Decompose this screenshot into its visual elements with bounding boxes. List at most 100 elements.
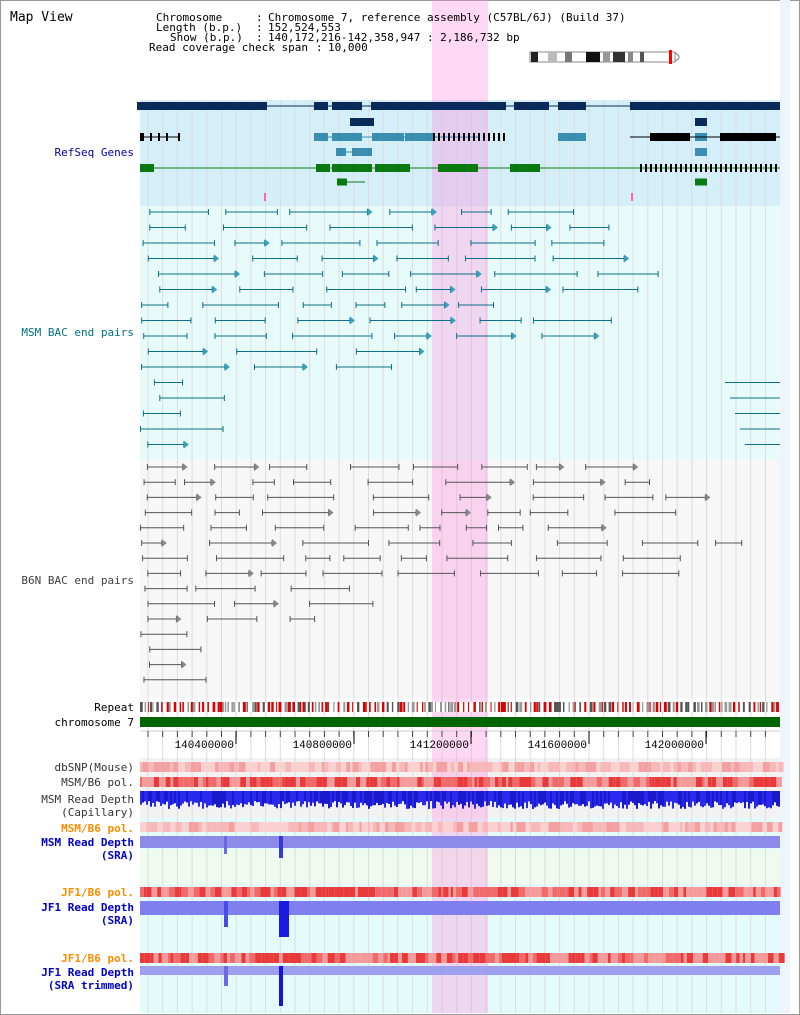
dbsnp-density <box>544 762 549 772</box>
jf1-b6-pol-density <box>650 887 655 897</box>
msm-b6-pol-density <box>140 777 143 787</box>
msm-capillary-depth-bar <box>452 791 454 806</box>
msm-capillary-depth-bar <box>140 791 142 805</box>
msm-b6-pol-density <box>153 777 160 787</box>
msm-b6-pol-density <box>334 777 338 787</box>
msm-capillary-depth-bar <box>490 791 492 802</box>
dbsnp-density <box>776 762 779 772</box>
msm-b6-pol-density <box>347 777 351 787</box>
msm-b6-pol-density <box>377 777 381 787</box>
msm-b6-pol-sra-density <box>512 822 517 832</box>
jf1-b6-pol-trimmed-density <box>592 953 598 963</box>
msm-b6-pol-sra-density <box>431 822 438 832</box>
repeat-element <box>554 702 558 712</box>
msm-capillary-depth-bar <box>456 791 458 802</box>
msm-b6-pol-sra-density <box>572 822 578 832</box>
repeat-element <box>724 702 728 712</box>
msm-capillary-depth-bar <box>498 791 500 806</box>
msm-bac-label[interactable]: MSM BAC end pairs <box>21 326 134 339</box>
b6n-bac-label[interactable]: B6N BAC end pairs <box>21 574 134 587</box>
msm-b6-pol-sra-density <box>525 822 531 832</box>
msm-b6-pol-density <box>412 777 418 787</box>
jf1-b6-pol-density <box>646 887 651 897</box>
repeat-element <box>292 702 296 712</box>
msm-b6-pol-sra-density <box>333 822 340 832</box>
msm-capillary-depth-bar <box>150 791 152 807</box>
msm-capillary-depth-bar <box>304 791 306 802</box>
msm-capillary-depth-bar <box>202 791 204 809</box>
gene-exon <box>760 164 762 172</box>
msm-capillary-depth-bar <box>610 791 612 803</box>
gene-exon <box>690 164 692 172</box>
repeat-element <box>227 702 230 712</box>
jf1-b6-pol-density <box>683 887 687 897</box>
jf1-b6-pol-density <box>422 887 429 897</box>
msm-b6-pol-density <box>441 777 444 787</box>
msm-capillary-depth-bar <box>652 791 654 804</box>
msm-b6-pol-sra-density <box>388 822 395 832</box>
msm-capillary-depth-bar <box>684 791 686 809</box>
jf1-read-depth-trimmed-label[interactable]: JF1 Read Depth <box>41 966 134 979</box>
gene-exon <box>695 118 707 126</box>
repeat-label: Repeat <box>94 701 134 714</box>
msm-capillary-depth-bar <box>328 791 330 809</box>
msm-b6-pol-sra-density <box>384 822 389 832</box>
jf1-b6-pol-trimmed-density <box>161 953 168 963</box>
msm-capillary-depth-bar <box>726 791 728 804</box>
dbsnp-density <box>443 762 448 772</box>
msm-capillary-depth-bar <box>284 791 286 805</box>
refseq-genes-label[interactable]: RefSeq Genes <box>54 146 134 159</box>
jf1-b6-pol-density <box>735 887 740 897</box>
jf1-b6-pol-density <box>600 887 606 897</box>
msm-b6-pol-label[interactable]: MSM/B6 pol. <box>61 776 134 789</box>
gene-exon <box>695 148 707 156</box>
msm-read-depth-capillary-label[interactable]: MSM Read Depth <box>41 793 134 806</box>
msm-b6-pol-density <box>289 777 296 787</box>
jf1-b6-pol-trimmed-density <box>621 953 626 963</box>
msm-capillary-depth-bar <box>244 791 246 805</box>
msm-capillary-depth-bar <box>580 791 582 806</box>
repeat-element <box>556 702 559 712</box>
msm-capillary-depth-bar <box>296 791 298 802</box>
msm-b6-pol-sra-label[interactable]: MSM/B6 pol. <box>61 822 134 835</box>
msm-bac-arrow <box>183 440 189 449</box>
dbsnp-density <box>726 762 732 772</box>
msm-b6-pol-sra-density <box>165 822 170 832</box>
msm-b6-pol-density <box>582 777 587 787</box>
msm-capillary-depth-bar <box>468 791 470 808</box>
repeat-element <box>776 702 779 712</box>
msm-capillary-depth-bar <box>750 791 752 804</box>
jf1-b6-pol-density <box>587 887 594 897</box>
jf1-b6-pol-trimmed-density <box>528 953 533 963</box>
dbsnp-label[interactable]: dbSNP(Mouse) <box>54 761 134 774</box>
jf1-b6-pol-density <box>610 887 615 897</box>
repeat-element <box>434 702 437 712</box>
msm-capillary-depth-bar <box>734 791 736 803</box>
msm-capillary-depth-bar <box>602 791 604 809</box>
jf1-b6-pol-trimmed-label[interactable]: JF1/B6 pol. <box>61 952 134 965</box>
dbsnp-density <box>469 762 475 772</box>
gene-exon <box>558 102 586 110</box>
msm-capillary-depth-bar <box>356 791 358 808</box>
msm-b6-pol-sra-density <box>721 822 725 832</box>
jf1-read-depth-sra-label[interactable]: JF1 Read Depth <box>41 901 134 914</box>
jf1-b6-pol-trimmed-density <box>239 953 242 963</box>
msm-read-depth-capillary-sub: (Capillary) <box>61 806 134 819</box>
msm-b6-pol-density <box>232 777 238 787</box>
msm-read-depth-sra-label[interactable]: MSM Read Depth <box>41 836 134 849</box>
coverage-label: Read coverage check span <box>149 41 308 54</box>
gene-exon <box>705 164 707 172</box>
msm-capillary-depth-bar <box>736 791 738 804</box>
msm-capillary-depth-bar <box>388 791 390 804</box>
jf1-b6-pol-density <box>328 887 335 897</box>
msm-capillary-depth-bar <box>146 791 148 805</box>
jf1-b6-pol-label[interactable]: JF1/B6 pol. <box>61 886 134 899</box>
repeat-element <box>536 702 538 712</box>
msm-capillary-depth-bar <box>268 791 270 805</box>
repeat-element <box>721 702 723 712</box>
msm-b6-pol-sra-density <box>762 822 767 832</box>
repeat-element <box>207 702 209 712</box>
jf1-b6-pol-density <box>355 887 358 897</box>
msm-capillary-depth-bar <box>176 791 178 807</box>
